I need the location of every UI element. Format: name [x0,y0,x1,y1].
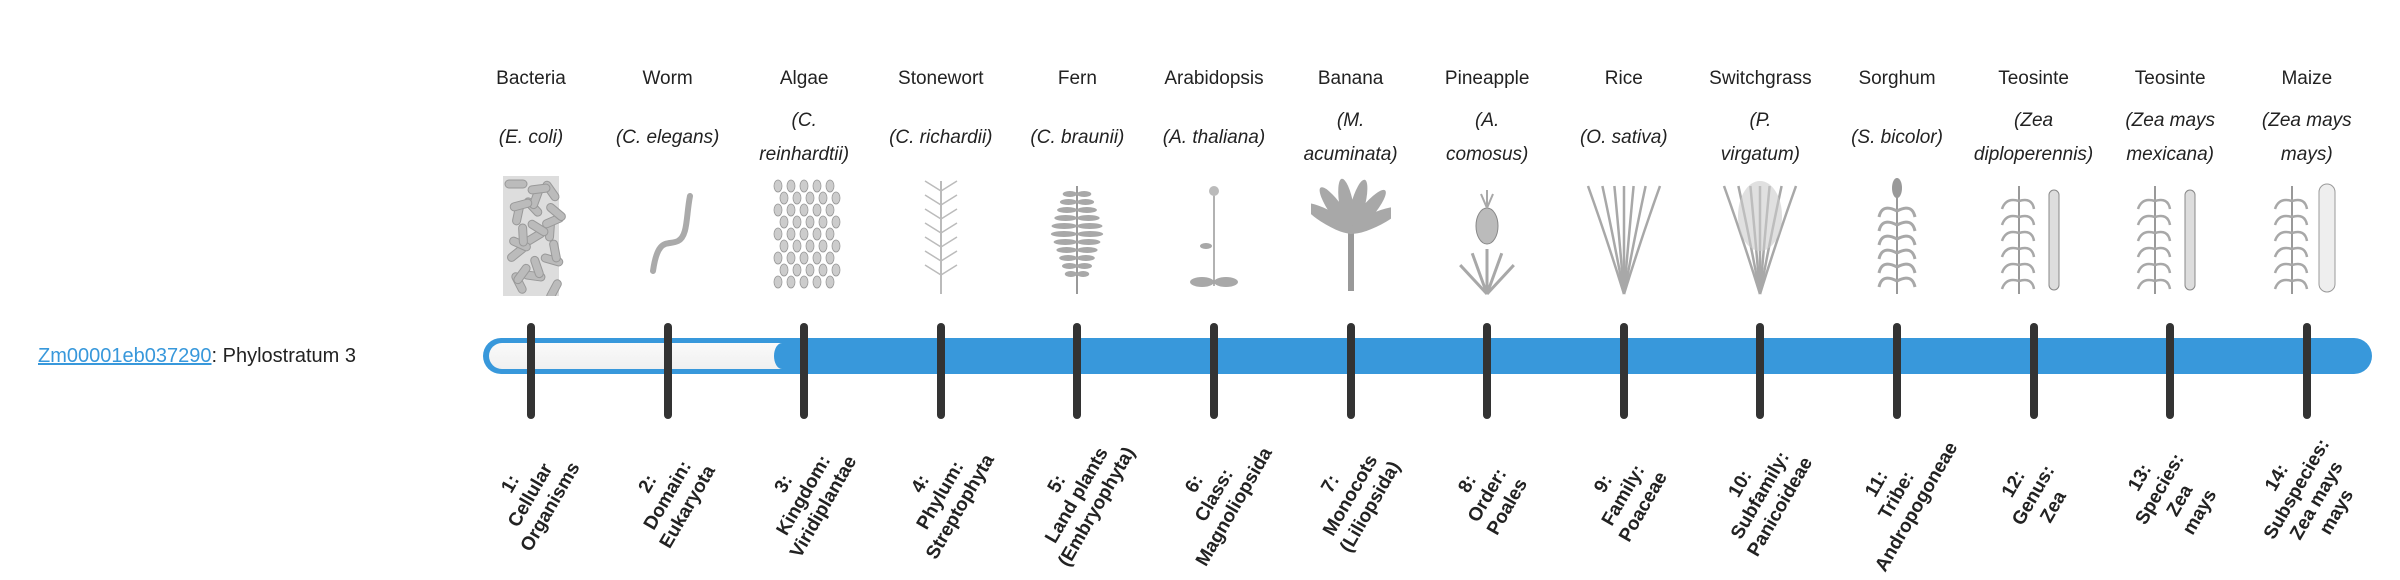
species-name: (O. sativa) [1539,104,1709,172]
arabidopsis-icon [1174,176,1254,296]
species-line: (A. thaliana) [1162,127,1266,148]
species-line: (S. bicolor) [1851,127,1943,148]
stratum-rank-label: 3: Kingdom: Viridiplantae [734,440,874,561]
species-name: (A. comosus) [1402,104,1572,172]
stratum-rank-label: 10: Subfamily: Panicoideae [1690,440,1830,560]
worm-icon [628,176,708,296]
teosinte-icon [2130,176,2210,296]
species-name: (M. acuminata) [1266,104,1436,172]
species-name: (S. bicolor) [1812,104,1982,172]
organism-name: Arabidopsis [1164,68,1264,89]
stratum-tick [1483,323,1492,419]
species-line: acuminata) [1303,144,1398,165]
species-line: (Zea [2014,110,2054,131]
phylostratum-text: Phylostratum 3 [222,345,356,367]
stratum-tick [2029,323,2038,419]
stratum-rank-label: 12: Genus: Zea [1964,440,2104,550]
phylostratum-bar-unfilled [489,343,791,369]
species-name: (Zea diploperennis) [1949,104,2119,172]
organism-name: Bacteria [496,68,566,89]
organism-name: Teosinte [2134,68,2206,89]
stratum-tick [2166,323,2175,419]
species-name: (P. virgatum) [1675,104,1845,172]
stratum-rank-label: 4: Phylum: Streptophyta [871,440,1011,563]
rice-icon [1584,176,1664,296]
stratum-rank-label: 11: Tribe: Andropogoneae [1827,438,1967,575]
bacteria-icon [491,176,571,301]
species-line: reinhardtii) [759,144,850,165]
species-line: (C. elegans) [615,127,720,148]
stratum-tick [2302,323,2311,419]
organism-name: Pineapple [1444,68,1530,89]
stratum-rank-label: 9: Family: Poaceae [1554,440,1694,550]
species-line: (E. coli) [498,127,564,148]
species-name: (C. richardii) [856,104,1026,172]
gene-label: Zm00001eb037290: Phylostratum 3 [38,341,356,371]
stratum-rank-label: 5: Land plants (Embryophyta) [1007,440,1147,570]
organism-name: Banana [1317,68,1384,89]
stratum-tick [527,323,535,419]
species-line: (A. [1475,110,1500,131]
species-line: (P. [1749,110,1772,131]
stratum-tick [1346,323,1355,419]
stratum-tick [1619,323,1628,419]
switchgrass-icon [1720,176,1800,296]
organism-name: Worm [642,68,693,89]
species-line: mexicana) [2126,144,2215,165]
fern-icon [1037,176,1117,296]
gene-id-link[interactable]: Zm00001eb037290 [38,345,212,367]
species-line: mays) [2280,144,2333,165]
species-line: (O. sativa) [1579,127,1668,148]
species-line: (M. [1336,110,1365,131]
species-line: (Zea mays [2125,110,2216,131]
teosinte-icon [1994,176,2074,296]
stratum-rank-label: 2: Domain: Eukaryota [598,440,738,552]
species-name: (Zea mays mexicana) [2085,104,2255,172]
organism-name: Fern [1057,68,1097,89]
species-name: (C. elegans) [583,104,753,172]
species-line: comosus) [1446,144,1529,165]
organism-name: Teosinte [1998,68,2069,89]
species-name: (C. reinhardtii) [719,104,889,172]
stratum-tick [936,323,945,419]
stratum-rank-label: 14: Subspecies: Zea mays mays [2237,436,2377,550]
phylostratum-bar [483,338,2372,374]
species-line: (Zea mays [2261,110,2352,131]
organism-name: Stonewort [898,68,984,89]
banana-icon [1304,176,1399,296]
stratum-rank-label: 8: Order: Poales [1417,440,1557,550]
stratum-rank-label: 7: Monocots (Liliopsida) [1281,440,1421,556]
species-name: (Zea mays mays) [2222,104,2392,172]
stratum-rank-label: 6: Class: Magnoliopsida [1144,440,1284,570]
species-line: diploperennis) [1973,144,2094,165]
organism-name: Switchgrass [1709,68,1812,89]
stratum-tick [1893,323,1901,419]
organism-name: Algae [779,68,829,89]
maize-icon [2267,176,2347,296]
organism-name: Sorghum [1858,68,1936,89]
stratum-rank-label: 13: Species: Zea mays [2100,440,2240,550]
stratum-tick [1073,323,1082,419]
stratum-rank-label: 1: Cellular Organisms [461,440,601,554]
organism-name: Rice [1604,68,1643,89]
species-line: (C. richardii) [889,127,993,148]
pineapple-icon [1447,176,1527,296]
species-line: virgatum) [1720,144,1800,165]
species-name: (C. braunii) [992,104,1162,172]
algae-icon [764,176,844,296]
gene-separator: : [211,345,223,367]
stratum-tick [1756,323,1765,419]
stratum-tick [663,323,672,419]
stratum-tick [1210,323,1218,419]
species-name: (E. coli) [446,104,616,172]
stratum-tick [800,323,809,419]
organism-name: Maize [2281,68,2333,89]
species-line: (C. [791,110,817,131]
species-line: (C. braunii) [1030,127,1125,148]
stonewort-icon [901,176,981,296]
sorghum-icon [1857,176,1937,296]
species-name: (A. thaliana) [1129,104,1299,172]
